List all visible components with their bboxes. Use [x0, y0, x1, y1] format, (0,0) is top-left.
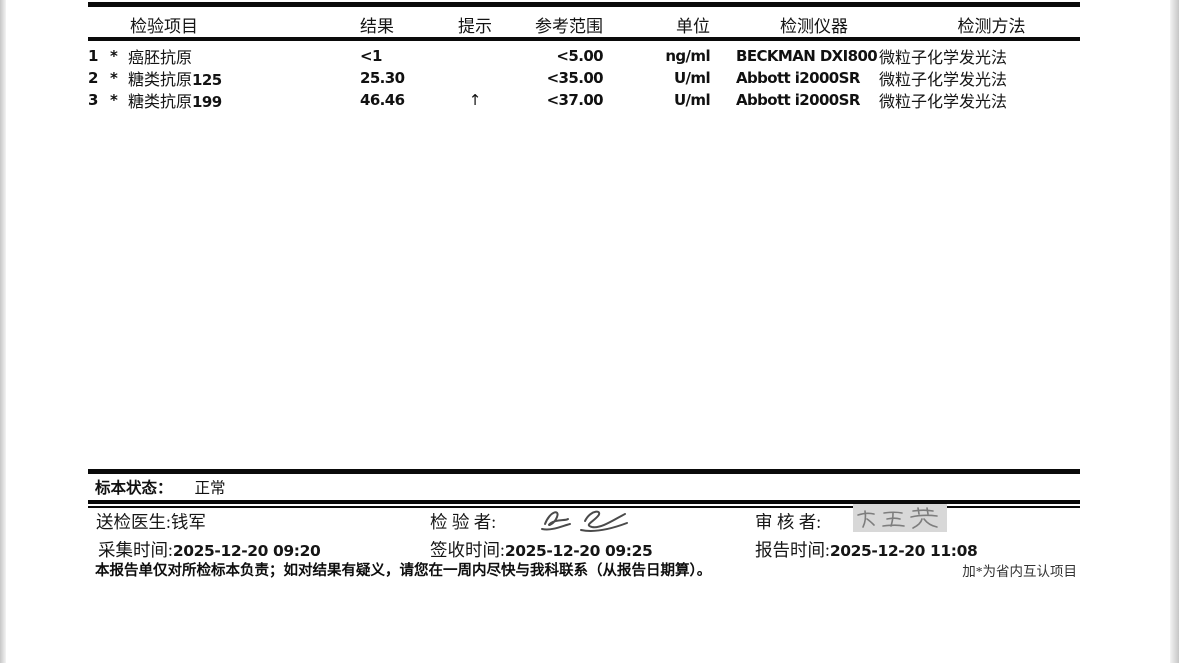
reviewer-signature-image — [853, 504, 947, 532]
method-name: 微粒子化学发光法 — [879, 50, 1008, 67]
test-item-name-cjk: 癌胚抗原 — [128, 50, 193, 67]
reviewer-label: 审 核 者: — [755, 512, 822, 532]
column-header-item: 检验项目 — [130, 16, 198, 36]
column-header-method: 检测方法 — [957, 16, 1026, 36]
specimen-status-line: 标本状态： 正常 — [95, 479, 226, 499]
result-value: 46.46 — [360, 91, 405, 109]
collect-time-value: 2025-12-20 09:20 — [172, 542, 321, 560]
specimen-status-value: 正常 — [194, 480, 226, 497]
test-item-name-number: 125 — [192, 71, 222, 89]
row-number: 2 — [88, 69, 98, 87]
reference-range: <5.00 — [556, 47, 603, 65]
tester-label: 检 验 者: — [430, 512, 497, 532]
method-name: 微粒子化学发光法 — [879, 72, 1008, 89]
reference-range: <35.00 — [546, 69, 604, 87]
column-header-unit: 单位 — [676, 16, 710, 36]
scan-page-right-edge — [1170, 0, 1179, 663]
specimen-section-rule-thick — [88, 500, 1080, 504]
collect-time-line: 采集时间:2025-12-20 09:20 — [98, 537, 321, 562]
specimen-section-rule-thin — [88, 506, 1080, 508]
column-header-result: 结果 — [360, 16, 394, 36]
test-item-name: 糖类抗原199 — [128, 88, 360, 112]
test-item-name-cjk: 糖类抗原 — [128, 72, 193, 89]
column-header-flag: 提示 — [458, 16, 492, 36]
test-item-name: 糖类抗原125 — [128, 66, 360, 90]
receive-time-label: 签收时间: — [430, 540, 505, 560]
receive-time-line: 签收时间:2025-12-20 09:25 — [430, 537, 653, 562]
specimen-status-label: 标本状态： — [95, 480, 173, 497]
column-header-reference: 参考范围 — [535, 16, 603, 36]
receive-time-value: 2025-12-20 09:25 — [504, 542, 653, 560]
disclaimer-text: 本报告单仅对所检标本负责；如对结果有疑义，请您在一周内尽快与我科联系（从报告日期… — [95, 563, 712, 579]
sending-doctor-value: 钱军 — [170, 512, 206, 532]
sending-doctor-label: 送检医生:钱军 — [96, 509, 206, 534]
unit-value: U/ml — [673, 69, 711, 87]
test-item-name: 癌胚抗原 — [128, 44, 360, 68]
sending-doctor-label-text: 送检医生: — [96, 512, 171, 532]
report-time-line: 报告时间:2025-12-20 11:08 — [755, 537, 978, 562]
scan-page-left-edge — [0, 0, 6, 663]
high-flag-arrow-icon: ↑ — [468, 91, 482, 109]
unit-value: ng/ml — [665, 47, 710, 65]
table-header-row: 检验项目 结果 提示 参考范围 单位 检测仪器 检测方法 — [88, 11, 1080, 37]
recognized-item-star: * — [110, 69, 118, 87]
test-item-name-cjk: 糖类抗原 — [128, 94, 193, 111]
instrument-name: Abbott i2000SR — [736, 91, 860, 109]
table-row: 2 * 糖类抗原125 25.30 <35.00 U/ml Abbott i20… — [88, 66, 1080, 90]
table-top-rule — [88, 2, 1080, 7]
column-header-instrument: 检测仪器 — [780, 16, 848, 36]
tester-signature-image — [537, 504, 632, 536]
recognized-item-star: * — [110, 91, 118, 109]
provincial-recognition-note: 加*为省内互认项目 — [962, 564, 1077, 579]
instrument-name: BECKMAN DXI800 — [736, 47, 878, 65]
table-row: 1 * 癌胚抗原 <1 <5.00 ng/ml BECKMAN DXI800 微… — [88, 44, 1080, 68]
report-time-label: 报告时间: — [755, 540, 830, 560]
result-value: 25.30 — [360, 69, 405, 87]
table-bottom-rule — [88, 469, 1080, 474]
test-item-name-number: 199 — [192, 93, 222, 111]
method-name: 微粒子化学发光法 — [879, 94, 1008, 111]
unit-value: U/ml — [673, 91, 711, 109]
result-value: <1 — [360, 47, 382, 65]
table-row: 3 * 糖类抗原199 46.46 ↑ <37.00 U/ml Abbott i… — [88, 88, 1080, 112]
table-header-rule — [88, 37, 1080, 41]
row-number: 1 — [88, 47, 98, 65]
collect-time-label: 采集时间: — [98, 540, 173, 560]
report-time-value: 2025-12-20 11:08 — [829, 542, 978, 560]
row-number: 3 — [88, 91, 98, 109]
reference-range: <37.00 — [546, 91, 604, 109]
recognized-item-star: * — [110, 47, 118, 65]
instrument-name: Abbott i2000SR — [736, 69, 860, 87]
table-body: 1 * 癌胚抗原 <1 <5.00 ng/ml BECKMAN DXI800 微… — [88, 44, 1080, 112]
